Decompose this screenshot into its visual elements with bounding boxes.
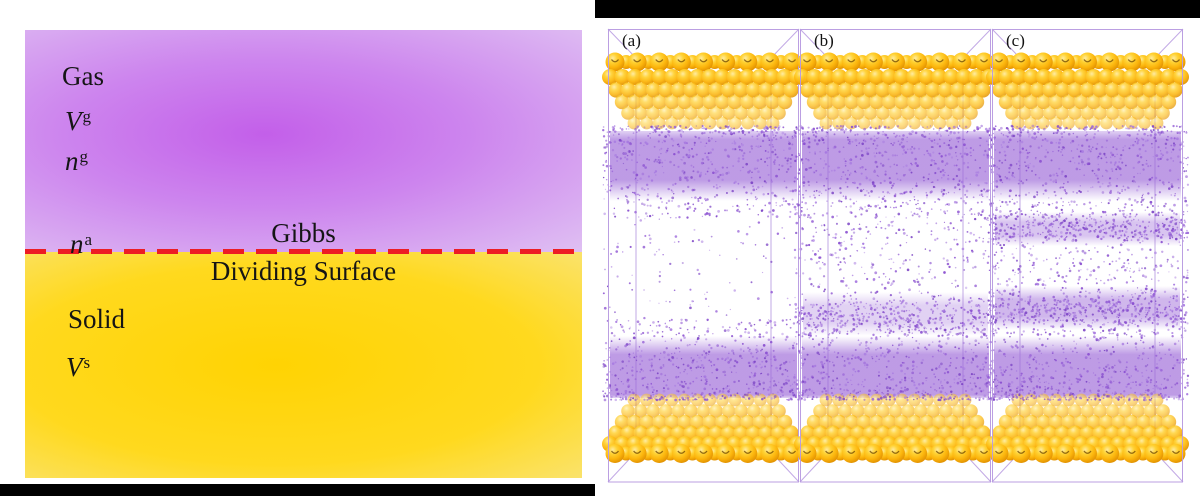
simulation-panel-a: (a) <box>602 28 806 483</box>
simulation-panel-c: (c) <box>985 28 1190 483</box>
adsorbed-molecules-top <box>793 124 997 219</box>
panel-label-a: (a) <box>622 31 641 50</box>
gas-volume-symbol: V <box>65 106 82 136</box>
gold-slab-bottom <box>602 393 805 463</box>
adsorbed-layer-top-fill <box>802 131 989 201</box>
gas-amount-superscript: g <box>79 146 89 166</box>
adsorbed-molecules-bottom <box>985 317 1190 402</box>
gold-slab-top <box>794 52 997 130</box>
gas-molecules-scatter <box>602 202 805 337</box>
simulation-box-front <box>800 29 991 483</box>
adsorbed-molecules-top <box>986 124 1190 220</box>
gold-slab-bottom <box>794 393 997 463</box>
solid-volume-symbol: V <box>66 352 83 382</box>
solid-region <box>25 252 582 478</box>
gold-slab-top <box>602 52 805 130</box>
gibbs-label-line2: Dividing Surface <box>210 256 397 286</box>
surface-excess-superscript: a <box>84 229 93 249</box>
md-snapshots-figure: (a) (b) (c) <box>595 0 1200 496</box>
surface-excess-symbol: n <box>70 229 84 259</box>
simulation-panel-b: (b) <box>793 28 997 483</box>
gas-label: Gas <box>62 61 104 91</box>
panel-label-b: (b) <box>814 31 834 50</box>
simulation-box-back-edges <box>799 28 992 483</box>
gas-molecules-scatter <box>793 201 997 337</box>
gas-volume-label: Vg <box>65 108 91 135</box>
bottom-left-crop-bar <box>0 484 595 496</box>
solid-volume-superscript: s <box>83 352 91 372</box>
adsorbed-layer-bottom-fill <box>802 336 989 398</box>
gibbs-diagram: Gas Vg ng na Gibbs Dividing Surface Soli… <box>25 30 582 478</box>
adsorbed-molecules-top <box>602 124 806 219</box>
adsorbed-layer-top-fill <box>610 131 797 201</box>
md-snapshots-svg: (a) (b) (c) <box>602 28 1190 483</box>
panel-label-c: (c) <box>1006 31 1025 50</box>
solid-volume-label: Vs <box>66 354 90 381</box>
gold-slab-bottom <box>986 393 1189 463</box>
gas-amount-symbol: n <box>65 146 79 176</box>
gas-region <box>25 30 582 252</box>
simulation-box-back-edges <box>991 28 1184 483</box>
simulation-box-front <box>608 29 799 483</box>
solid-label: Solid <box>68 304 126 334</box>
gold-slab-top <box>986 52 1189 130</box>
gas-volume-superscript: g <box>82 106 92 126</box>
adsorbed-molecules-bottom <box>794 317 997 402</box>
adsorbed-molecules-bottom <box>602 316 805 402</box>
surface-excess-label: na <box>70 231 92 258</box>
gibbs-label-line1: Gibbs <box>271 218 336 248</box>
top-right-crop-bar <box>595 0 1200 18</box>
gibbs-dividing-line <box>25 249 582 254</box>
gas-amount-label: ng <box>65 148 88 175</box>
simulation-box-back-edges <box>607 28 800 483</box>
simulation-box-front <box>992 29 1183 483</box>
gas-molecules-scatter <box>987 200 1189 337</box>
